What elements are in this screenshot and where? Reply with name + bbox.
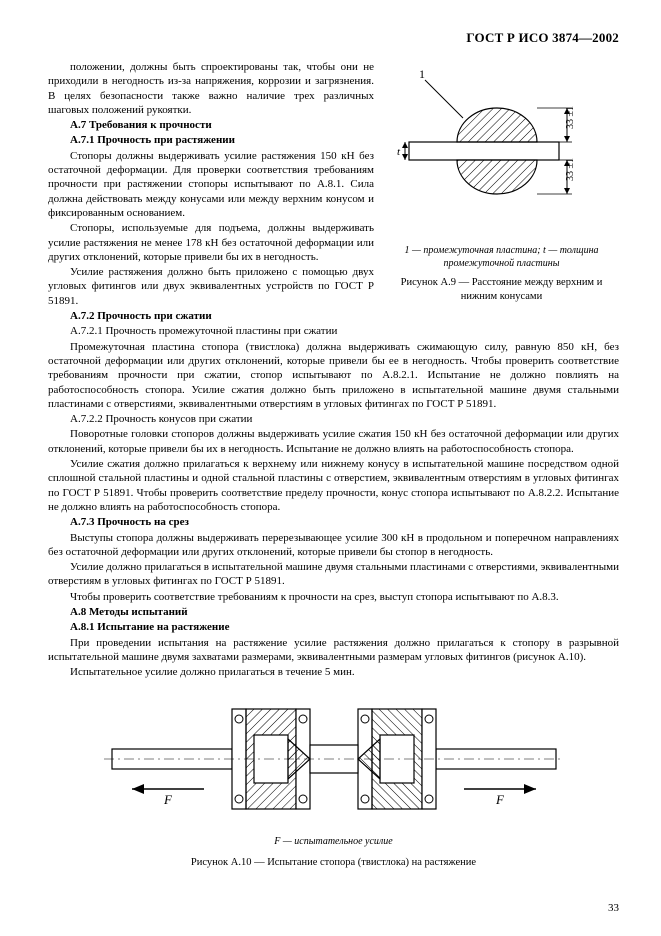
para: Усилие должно прилагаться в испытательно…	[48, 560, 619, 589]
para: Промежуточная пластина стопора (твистлок…	[48, 340, 619, 411]
heading-a81: А.8.1 Испытание на растяжение	[48, 620, 619, 634]
figure-a9-caption: Рисунок А.9 — Расстояние между верхним и…	[384, 276, 619, 303]
heading-a73: А.7.3 Прочность на срез	[48, 515, 619, 529]
document-id: ГОСТ Р ИСО 3874—2002	[48, 30, 619, 46]
fig-a10-f-left: F	[163, 792, 173, 807]
para: Поворотные головки стопоров должны выдер…	[48, 427, 619, 456]
heading-a8: А.8 Методы испытаний	[48, 605, 619, 619]
para: Чтобы проверить соответствие требованиям…	[48, 590, 619, 604]
fig-a10-f-right: F	[495, 792, 505, 807]
para: Усилие сжатия должно прилагаться к верхн…	[48, 457, 619, 514]
figure-a9: 1 t	[384, 60, 619, 303]
para: А.7.2.2 Прочность конусов при сжатии	[48, 412, 619, 426]
page-number: 33	[608, 902, 619, 914]
figure-a10-legend: F — испытательное усилие	[48, 835, 619, 848]
fig-a9-dim-top: 33 ±1	[565, 106, 576, 129]
body-text: 1 t	[48, 60, 619, 870]
page: ГОСТ Р ИСО 3874—2002	[0, 0, 661, 936]
fig-a9-dim-t: t	[397, 146, 401, 158]
para: Испытательное усилие должно прилагаться …	[48, 665, 619, 679]
para: При проведении испытания на растяжение у…	[48, 636, 619, 665]
fig-a9-dim-bot: 33 ±1	[565, 158, 576, 181]
figure-a9-svg: 1 t	[397, 60, 607, 240]
para: Выступы стопора должны выдерживать перер…	[48, 531, 619, 560]
heading-a72: А.7.2 Прочность при сжатии	[48, 309, 619, 323]
fig-a9-callout-1: 1	[419, 67, 425, 81]
para: А.7.2.1 Прочность промежуточной пластины…	[48, 324, 619, 338]
figure-a9-legend: 1 — промежуточная пластина; t — толщина …	[384, 244, 619, 270]
figure-a10-caption: Рисунок А.10 — Испытание стопора (твистл…	[48, 856, 619, 870]
figure-a10: F F	[48, 689, 619, 870]
figure-a10-svg: F F	[104, 689, 564, 829]
